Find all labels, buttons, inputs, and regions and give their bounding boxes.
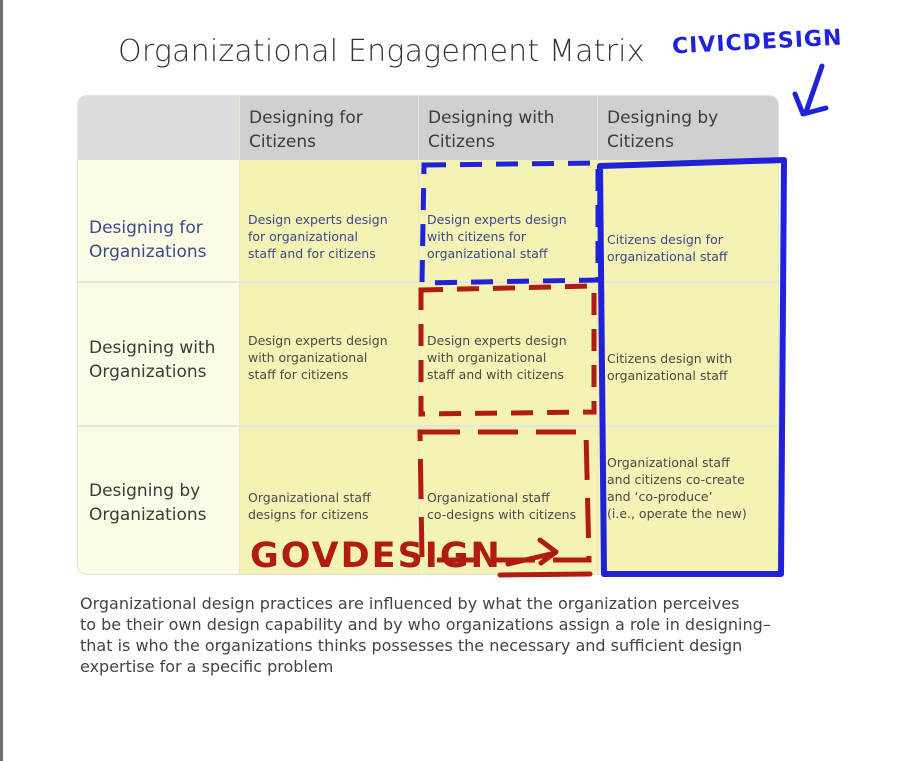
column-header-with-citizens: Designing with Citizens (418, 96, 597, 160)
matrix-cell: Organizational staff co-designs with cit… (427, 490, 577, 522)
column-band-for (239, 160, 418, 574)
grid-divider (418, 96, 419, 574)
column-header-label: Designing by Citizens (607, 108, 719, 152)
matrix-cell: Design experts design for organizational… (248, 212, 388, 261)
grid-divider (78, 425, 778, 427)
page-title: Organizational Engagement Matrix (118, 34, 645, 69)
left-edge-rule (0, 0, 3, 761)
column-header-by-citizens: Designing by Citizens (597, 96, 778, 160)
row-label-with-organizations: Designing with Organizations (89, 338, 216, 382)
matrix-cell: Citizens design with organizational staf… (607, 351, 733, 383)
matrix-cell: Organizational staff and citizens co-cre… (607, 455, 747, 521)
matrix-cell: Organizational staff designs for citizen… (248, 490, 371, 522)
row-label-by-organizations: Designing by Organizations (89, 481, 207, 525)
matrix-cell: Design experts design with organizationa… (427, 333, 567, 382)
row-label-band (78, 160, 239, 574)
matrix-cell: Design experts design with citizens for … (427, 212, 567, 261)
gov-underline (497, 571, 593, 578)
grid-divider (78, 281, 778, 283)
grid-divider (239, 96, 240, 574)
caption: Organizational design practices are infl… (80, 594, 771, 676)
matrix-cell: Design experts design with organizationa… (248, 333, 388, 382)
gov-design-annotation: GOVDESIGN (250, 536, 502, 576)
civic-arrow (792, 63, 829, 117)
header-corner (78, 96, 239, 160)
column-header-label: Designing with Citizens (428, 108, 555, 152)
row-label-for-organizations: Designing for Organizations (89, 218, 207, 262)
engagement-matrix: Designing for Citizens Designing with Ci… (78, 96, 778, 574)
column-header-for-citizens: Designing for Citizens (239, 96, 418, 160)
civic-design-annotation: CIVICDESIGN (671, 25, 844, 60)
grid-divider (597, 96, 598, 574)
matrix-cell: Citizens design for organizational staff (607, 232, 728, 264)
column-header-label: Designing for Citizens (249, 108, 363, 152)
